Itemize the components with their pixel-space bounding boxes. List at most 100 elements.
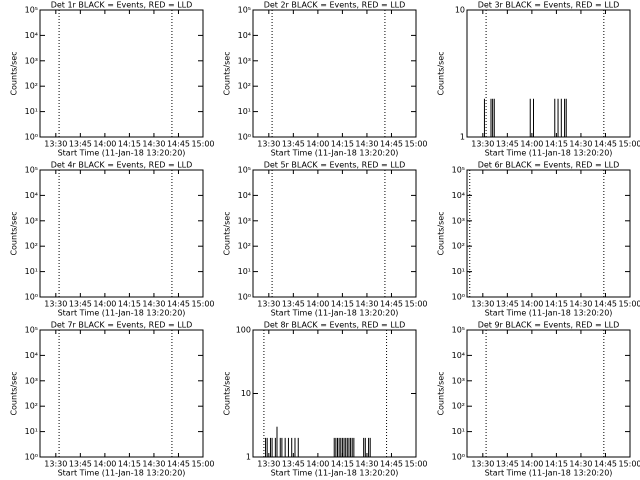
x-tick-label: 13:30 [471, 140, 494, 149]
y-tick-label: 10⁰ [452, 293, 465, 302]
x-axis-label: Start Time (11-Jan-18 13:20:20) [485, 309, 613, 318]
x-tick-label: 14:30 [142, 460, 165, 469]
y-tick-label: 10⁴ [25, 351, 38, 360]
x-tick-label: 13:30 [44, 460, 67, 469]
chart-title: Det 8r BLACK = Events, RED = LLD [264, 321, 406, 330]
y-tick-label: 10⁴ [238, 31, 251, 40]
x-tick-label: 14:30 [355, 460, 378, 469]
x-tick-label: 15:00 [191, 140, 214, 149]
y-tick-label: 10² [25, 242, 38, 251]
y-tick-label: 10⁴ [25, 191, 38, 200]
y-tick-label: 10³ [452, 376, 465, 385]
x-tick-label: 14:00 [306, 460, 329, 469]
y-tick-label: 10² [25, 402, 38, 411]
x-tick-label: 14:30 [569, 140, 592, 149]
x-tick-label: 13:45 [282, 460, 305, 469]
y-tick-label: 10³ [238, 56, 251, 65]
y-tick-label: 10² [452, 242, 465, 251]
x-tick-label: 14:00 [93, 300, 116, 309]
y-axis-label: Counts/sec [223, 211, 232, 255]
y-tick-label: 10⁵ [25, 166, 38, 175]
x-tick-label: 13:30 [257, 460, 280, 469]
x-tick-label: 14:00 [306, 300, 329, 309]
x-tick-label: 14:30 [142, 140, 165, 149]
panel: Det 7r BLACK = Events, RED = LLD 13:30 13:… [10, 321, 215, 478]
y-tick-label: 10⁰ [25, 453, 38, 462]
y-tick-label: 10⁵ [25, 326, 38, 335]
y-tick-label: 10¹ [452, 427, 465, 436]
x-tick-label: 14:30 [355, 300, 378, 309]
chart-title: Det 3r BLACK = Events, RED = LLD [478, 1, 620, 10]
x-tick-label: 15:00 [618, 140, 640, 149]
y-tick-label: 10⁵ [238, 6, 251, 15]
plot-frame [252, 169, 417, 298]
chart-title: Det 9r BLACK = Events, RED = LLD [478, 321, 620, 330]
chart-title: Det 6r BLACK = Events, RED = LLD [478, 161, 620, 170]
plot-frame [252, 9, 417, 138]
y-axis-label: Counts/sec [223, 371, 232, 415]
x-axis-label: Start Time (11-Jan-18 13:20:20) [271, 149, 399, 158]
x-tick-label: 14:00 [520, 140, 543, 149]
x-tick-label: 15:00 [191, 300, 214, 309]
y-axis-label: Counts/sec [10, 51, 19, 95]
x-tick-label: 13:45 [69, 460, 92, 469]
x-tick-label: 14:45 [594, 140, 617, 149]
y-tick-label: 10⁰ [25, 293, 38, 302]
panel: Det 5r BLACK = Events, RED = LLD 13:30 13:… [223, 161, 428, 318]
x-tick-label: 14:30 [569, 300, 592, 309]
y-tick-label: 10⁴ [25, 31, 38, 40]
y-tick-label: 10³ [452, 216, 465, 225]
x-tick-label: 15:00 [191, 460, 214, 469]
y-tick-label: 10³ [25, 376, 38, 385]
x-axis-label: Start Time (11-Jan-18 13:20:20) [58, 469, 186, 478]
y-tick-label: 10⁰ [25, 133, 38, 142]
x-tick-label: 14:15 [118, 460, 141, 469]
y-tick-label: 10⁴ [452, 351, 465, 360]
x-tick-label: 15:00 [618, 460, 640, 469]
panel: Det 3r BLACK = Events, RED = LLD 13:30 13:… [437, 1, 640, 158]
y-axis-label: Counts/sec [10, 371, 19, 415]
y-axis-label: Counts/sec [10, 211, 19, 255]
y-tick-label: 10² [238, 242, 251, 251]
plot-frame [466, 9, 631, 138]
chart-title: Det 4r BLACK = Events, RED = LLD [51, 161, 193, 170]
x-axis-label: Start Time (11-Jan-18 13:20:20) [58, 149, 186, 158]
x-axis-label: Start Time (11-Jan-18 13:20:20) [58, 309, 186, 318]
x-tick-label: 14:15 [118, 140, 141, 149]
x-tick-label: 14:00 [520, 460, 543, 469]
y-tick-label: 10⁰ [452, 453, 465, 462]
x-tick-label: 14:45 [594, 460, 617, 469]
plot-frame [466, 169, 631, 298]
x-tick-label: 14:15 [118, 300, 141, 309]
x-tick-label: 14:15 [331, 460, 354, 469]
x-tick-label: 15:00 [404, 300, 427, 309]
x-tick-label: 14:15 [545, 300, 568, 309]
y-tick-label: 1 [460, 133, 465, 142]
x-tick-label: 13:45 [282, 300, 305, 309]
panel: Det 9r BLACK = Events, RED = LLD 13:30 13:… [437, 321, 640, 478]
y-tick-label: 10¹ [238, 267, 251, 276]
x-tick-label: 13:45 [69, 140, 92, 149]
y-tick-label: 10⁵ [452, 166, 465, 175]
panel: Det 2r BLACK = Events, RED = LLD 13:30 13:… [223, 1, 428, 158]
y-tick-label: 10¹ [238, 107, 251, 116]
y-axis-label: Counts/sec [437, 211, 446, 255]
x-axis-label: Start Time (11-Jan-18 13:20:20) [271, 469, 399, 478]
x-tick-label: 13:45 [496, 140, 519, 149]
x-tick-label: 14:45 [167, 460, 190, 469]
y-tick-label: 10⁰ [238, 133, 251, 142]
chart-title: Det 5r BLACK = Events, RED = LLD [264, 161, 406, 170]
x-tick-label: 14:45 [594, 300, 617, 309]
y-tick-label: 10⁰ [238, 293, 251, 302]
plot-frame [39, 9, 204, 138]
y-tick-label: 1 [246, 453, 251, 462]
y-tick-label: 10⁵ [452, 326, 465, 335]
x-tick-label: 14:00 [520, 300, 543, 309]
x-tick-label: 14:45 [380, 460, 403, 469]
x-tick-label: 14:00 [306, 140, 329, 149]
y-axis-label: Counts/sec [437, 371, 446, 415]
y-tick-label: 10¹ [25, 107, 38, 116]
y-tick-label: 10¹ [25, 427, 38, 436]
x-tick-label: 13:30 [471, 300, 494, 309]
